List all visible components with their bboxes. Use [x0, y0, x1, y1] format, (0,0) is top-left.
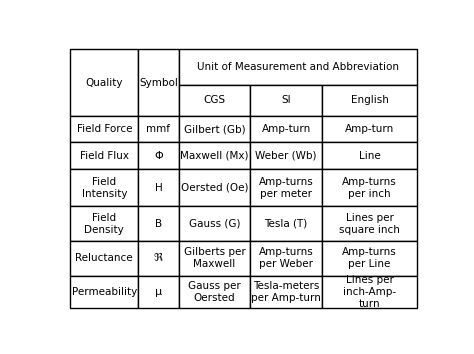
- Bar: [70, 275, 138, 308]
- Text: Amp-turns
per meter: Amp-turns per meter: [259, 177, 313, 199]
- Text: Lines per
square inch: Lines per square inch: [339, 213, 400, 235]
- Bar: [250, 142, 322, 169]
- Bar: [322, 142, 418, 169]
- Text: Symbol: Symbol: [139, 78, 178, 88]
- Text: Gauss (G): Gauss (G): [189, 219, 240, 229]
- Bar: [179, 142, 250, 169]
- Text: μ: μ: [155, 287, 162, 297]
- Bar: [322, 241, 418, 275]
- Bar: [138, 241, 179, 275]
- Bar: [322, 116, 418, 142]
- Bar: [179, 49, 418, 85]
- Bar: [322, 85, 418, 116]
- Text: Line: Line: [359, 150, 381, 161]
- Bar: [179, 85, 250, 116]
- Bar: [138, 49, 179, 116]
- Text: Gilberts per
Maxwell: Gilberts per Maxwell: [183, 247, 246, 269]
- Text: Field Force: Field Force: [76, 124, 132, 134]
- Text: Tesla-meters
per Amp-turn: Tesla-meters per Amp-turn: [251, 281, 321, 303]
- Bar: [70, 142, 138, 169]
- Text: Φ: Φ: [154, 150, 163, 161]
- Text: Amp-turn: Amp-turn: [345, 124, 394, 134]
- Bar: [179, 116, 250, 142]
- Text: Permeability: Permeability: [72, 287, 137, 297]
- Text: Amp-turns
per Weber: Amp-turns per Weber: [259, 247, 313, 269]
- Text: Field Flux: Field Flux: [80, 150, 129, 161]
- Bar: [322, 275, 418, 308]
- Bar: [179, 275, 250, 308]
- Bar: [250, 206, 322, 241]
- Text: Maxwell (Mx): Maxwell (Mx): [180, 150, 249, 161]
- Text: Field
Intensity: Field Intensity: [82, 177, 127, 199]
- Text: Amp-turn: Amp-turn: [262, 124, 311, 134]
- Text: Gilbert (Gb): Gilbert (Gb): [183, 124, 245, 134]
- Text: Oersted (Oe): Oersted (Oe): [181, 183, 248, 193]
- Bar: [138, 142, 179, 169]
- Bar: [250, 275, 322, 308]
- Text: English: English: [351, 96, 389, 105]
- Bar: [70, 206, 138, 241]
- Bar: [322, 206, 418, 241]
- Text: Amp-turns
per Line: Amp-turns per Line: [342, 247, 397, 269]
- Text: Unit of Measurement and Abbreviation: Unit of Measurement and Abbreviation: [197, 62, 399, 72]
- Bar: [250, 169, 322, 206]
- Bar: [179, 241, 250, 275]
- Bar: [138, 169, 179, 206]
- Text: Reluctance: Reluctance: [75, 253, 133, 263]
- Text: mmf: mmf: [146, 124, 171, 134]
- Bar: [250, 241, 322, 275]
- Bar: [179, 206, 250, 241]
- Text: Quality: Quality: [85, 78, 123, 88]
- Text: Gauss per
Oersted: Gauss per Oersted: [188, 281, 241, 303]
- Text: Amp-turns
per inch: Amp-turns per inch: [342, 177, 397, 199]
- Bar: [138, 206, 179, 241]
- Bar: [138, 116, 179, 142]
- Text: CGS: CGS: [203, 96, 226, 105]
- Text: Tesla (T): Tesla (T): [264, 219, 308, 229]
- Text: B: B: [155, 219, 162, 229]
- Bar: [138, 275, 179, 308]
- Bar: [250, 85, 322, 116]
- Bar: [322, 169, 418, 206]
- Bar: [179, 169, 250, 206]
- Bar: [250, 116, 322, 142]
- Text: ℜ: ℜ: [154, 253, 163, 263]
- Text: Field
Density: Field Density: [84, 213, 124, 235]
- Text: SI: SI: [281, 96, 291, 105]
- Bar: [70, 241, 138, 275]
- Text: Lines per
inch-Amp-
turn: Lines per inch-Amp- turn: [343, 275, 396, 309]
- Text: Weber (Wb): Weber (Wb): [255, 150, 317, 161]
- Text: H: H: [155, 183, 162, 193]
- Bar: [70, 49, 138, 116]
- Bar: [70, 169, 138, 206]
- Bar: [70, 116, 138, 142]
